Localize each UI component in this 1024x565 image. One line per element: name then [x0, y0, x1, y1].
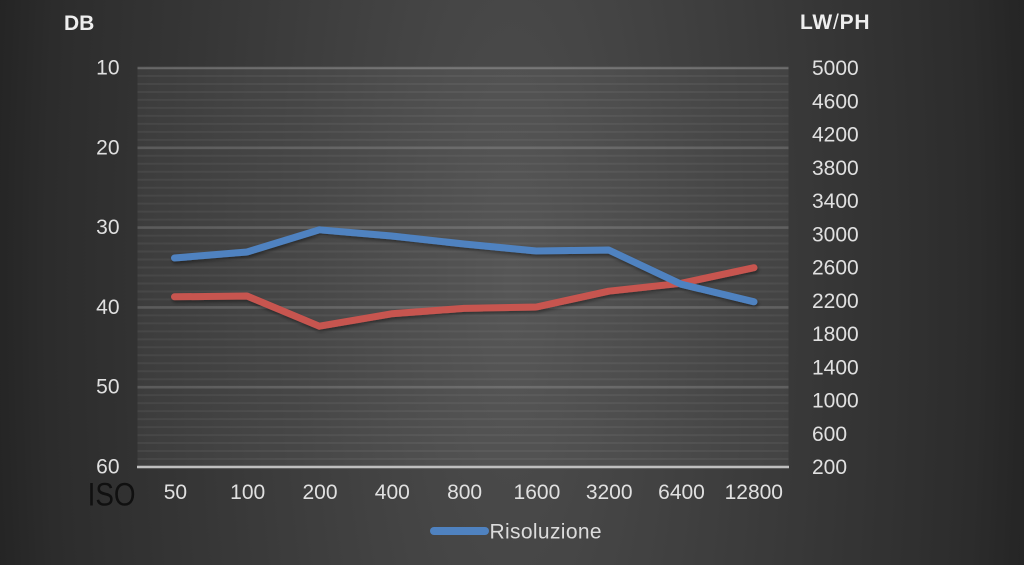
svg-text:LW/PH: LW/PH — [800, 11, 870, 34]
svg-text:4200: 4200 — [812, 124, 859, 147]
svg-text:1800: 1800 — [812, 323, 859, 346]
svg-text:2200: 2200 — [812, 290, 859, 313]
svg-text:400: 400 — [375, 481, 410, 504]
svg-text:3000: 3000 — [812, 223, 859, 246]
svg-text:40: 40 — [96, 296, 119, 319]
svg-text:1000: 1000 — [812, 390, 859, 413]
svg-text:3400: 3400 — [812, 190, 859, 213]
svg-text:DB: DB — [64, 12, 94, 35]
svg-text:2600: 2600 — [812, 257, 859, 280]
svg-text:30: 30 — [96, 216, 119, 239]
svg-text:50: 50 — [164, 481, 187, 504]
svg-text:10: 10 — [96, 57, 119, 80]
svg-text:5000: 5000 — [812, 57, 859, 80]
svg-text:200: 200 — [302, 481, 337, 504]
svg-text:200: 200 — [812, 456, 847, 479]
svg-text:3200: 3200 — [586, 481, 633, 504]
svg-text:1600: 1600 — [514, 481, 561, 504]
svg-text:6400: 6400 — [658, 481, 705, 504]
svg-text:Risoluzione: Risoluzione — [490, 521, 602, 544]
svg-text:ISO: ISO — [88, 478, 136, 513]
svg-text:4600: 4600 — [812, 90, 859, 113]
svg-text:100: 100 — [230, 481, 265, 504]
svg-text:600: 600 — [812, 423, 847, 446]
svg-text:12800: 12800 — [725, 481, 783, 504]
svg-text:3800: 3800 — [812, 157, 859, 180]
svg-text:50: 50 — [96, 376, 119, 399]
svg-text:60: 60 — [96, 456, 119, 479]
svg-text:20: 20 — [96, 136, 119, 159]
svg-text:800: 800 — [447, 481, 482, 504]
svg-text:1400: 1400 — [812, 356, 859, 379]
